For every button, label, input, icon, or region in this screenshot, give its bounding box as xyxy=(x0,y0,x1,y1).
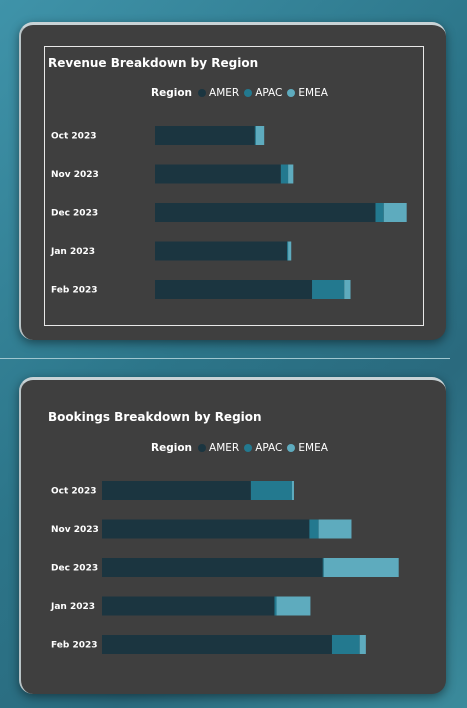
chart-legend: Region AMER APAC EMEA xyxy=(151,87,333,99)
legend-label-apac: APAC xyxy=(255,87,283,99)
bar-amer-feb-2023[interactable] xyxy=(155,280,313,299)
legend-dot-emea xyxy=(287,444,296,452)
legend-label-emea: EMEA xyxy=(298,87,328,99)
section-divider xyxy=(0,358,450,359)
legend-label-apac: APAC xyxy=(255,442,283,454)
category-label: Dec 2023 xyxy=(51,209,98,219)
bar-amer-oct-2023[interactable] xyxy=(102,481,251,500)
revenue-chart-card: Revenue Breakdown by Region Region AMER … xyxy=(19,22,446,340)
bar-amer-oct-2023[interactable] xyxy=(155,126,255,145)
bar-amer-nov-2023[interactable] xyxy=(155,164,281,184)
bar-apac-jan-2023[interactable] xyxy=(287,241,289,261)
chart-legend: Region AMER APAC EMEA xyxy=(151,442,333,454)
bar-emea-jan-2023[interactable] xyxy=(276,596,311,616)
bar-emea-dec-2023[interactable] xyxy=(323,558,399,577)
bar-emea-oct-2023[interactable] xyxy=(291,481,294,500)
category-label: Nov 2023 xyxy=(51,525,99,535)
bar-emea-feb-2023[interactable] xyxy=(344,280,351,299)
legend-label-emea: EMEA xyxy=(298,442,328,454)
category-label: Feb 2023 xyxy=(51,641,98,651)
bar-amer-feb-2023[interactable] xyxy=(102,635,332,654)
legend-dot-amer xyxy=(198,89,207,97)
legend-dot-apac xyxy=(244,89,253,97)
legend-item-emea[interactable]: EMEA xyxy=(287,442,328,454)
bar-emea-dec-2023[interactable] xyxy=(383,203,407,222)
category-label: Oct 2023 xyxy=(51,487,96,497)
chart-title: Bookings Breakdown by Region xyxy=(48,410,262,424)
bar-apac-dec-2023[interactable] xyxy=(375,203,384,222)
bar-emea-jan-2023[interactable] xyxy=(288,241,292,261)
bar-apac-nov-2023[interactable] xyxy=(280,164,289,184)
category-label: Nov 2023 xyxy=(51,170,99,180)
revenue-bar-chart: Oct 2023 Nov 2023 Dec 2023 Jan 2023 Feb 2023 xyxy=(50,126,407,299)
chart-selection-frame xyxy=(44,46,424,326)
bar-amer-nov-2023[interactable] xyxy=(102,519,310,539)
category-label: Dec 2023 xyxy=(51,564,98,574)
bar-emea-nov-2023[interactable] xyxy=(288,164,294,184)
bookings-bar-chart: Oct 2023 Nov 2023 Dec 2023 Jan 2023 Feb 2023 xyxy=(50,481,399,654)
legend-title: Region xyxy=(151,87,193,99)
legend-dot-amer xyxy=(198,444,207,452)
legend-title: Region xyxy=(151,442,193,454)
bar-amer-dec-2023[interactable] xyxy=(155,203,376,222)
chart-title: Revenue Breakdown by Region xyxy=(48,56,259,70)
bar-apac-oct-2023[interactable] xyxy=(254,126,256,145)
bar-emea-nov-2023[interactable] xyxy=(318,519,352,539)
bar-apac-oct-2023[interactable] xyxy=(250,481,292,500)
legend-item-apac[interactable]: APAC xyxy=(244,87,282,99)
bar-emea-oct-2023[interactable] xyxy=(255,126,265,145)
category-label: Jan 2023 xyxy=(50,602,95,612)
legend-label-amer: AMER xyxy=(209,87,240,99)
bookings-chart-card: Bookings Breakdown by Region Region AMER… xyxy=(19,377,446,694)
legend-label-amer: AMER xyxy=(209,442,240,454)
bar-apac-dec-2023[interactable] xyxy=(322,558,324,577)
legend-dot-emea xyxy=(287,89,296,97)
category-label: Feb 2023 xyxy=(51,286,98,296)
legend-item-apac[interactable]: APAC xyxy=(244,442,282,454)
bar-emea-feb-2023[interactable] xyxy=(359,635,366,654)
category-label: Jan 2023 xyxy=(50,247,95,257)
bar-apac-jan-2023[interactable] xyxy=(274,596,277,616)
bar-apac-feb-2023[interactable] xyxy=(312,280,345,299)
legend-item-emea[interactable]: EMEA xyxy=(287,87,328,99)
bar-amer-dec-2023[interactable] xyxy=(102,558,323,577)
legend-dot-apac xyxy=(244,444,253,452)
bar-amer-jan-2023[interactable] xyxy=(102,596,275,616)
bar-apac-nov-2023[interactable] xyxy=(309,519,319,539)
bar-apac-feb-2023[interactable] xyxy=(331,635,360,654)
legend-item-amer[interactable]: AMER xyxy=(198,442,239,454)
category-label: Oct 2023 xyxy=(51,132,96,142)
bar-amer-jan-2023[interactable] xyxy=(155,241,288,261)
legend-item-amer[interactable]: AMER xyxy=(198,87,239,99)
